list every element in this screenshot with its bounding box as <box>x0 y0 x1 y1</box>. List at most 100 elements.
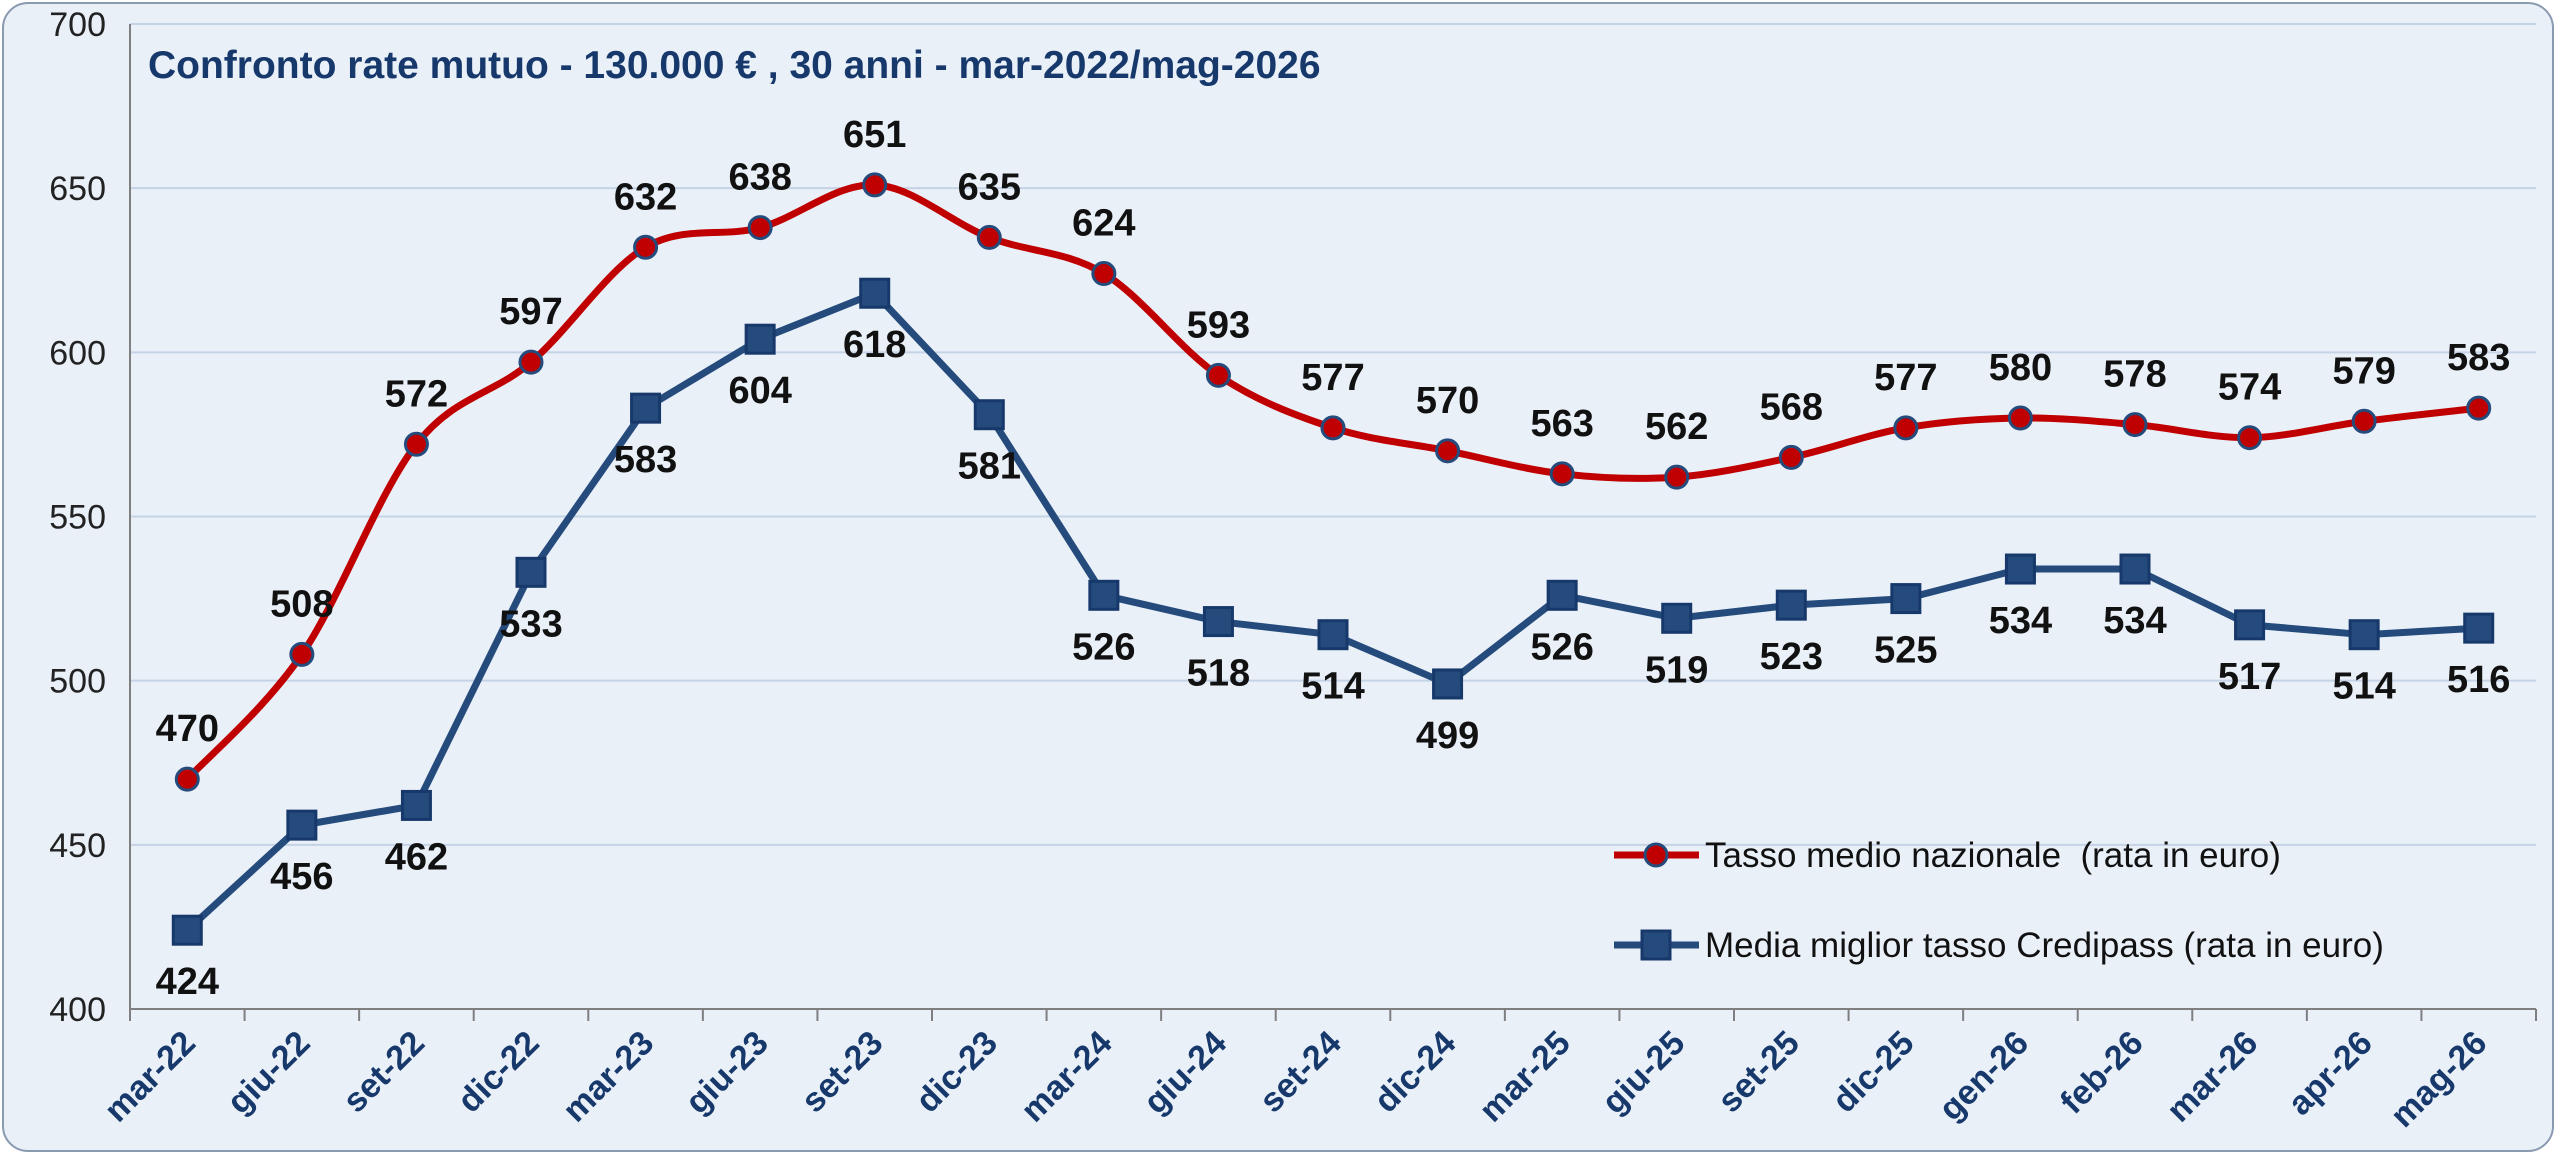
x-tick-label: set-22 <box>336 1024 432 1120</box>
x-tick-label: mar-26 <box>2160 1024 2266 1130</box>
data-point <box>976 224 1002 250</box>
data-point <box>1205 362 1231 388</box>
data-point <box>2007 405 2033 431</box>
y-tick-label: 450 <box>49 827 106 865</box>
data-label: 597 <box>499 291 562 333</box>
data-label: 562 <box>1645 406 1708 448</box>
x-tick-label: dic-25 <box>1825 1024 1921 1120</box>
data-label: 508 <box>270 583 333 625</box>
data-label: 518 <box>1187 653 1250 695</box>
data-label: 525 <box>1874 630 1937 672</box>
x-axis-ticks: mar-22 giu-22 set-22 dic-22 mar-23 giu-23 set-… <box>97 1024 2494 1135</box>
chart-title: Confronto rate mutuo - 130.000 € , 30 an… <box>148 44 1321 87</box>
x-tick-label: mar-25 <box>1472 1024 1578 1130</box>
data-point <box>1317 619 1349 651</box>
data-point <box>403 431 429 457</box>
data-label: 563 <box>1530 403 1593 445</box>
data-point <box>2237 425 2263 451</box>
data-point <box>1546 579 1578 611</box>
data-label: 526 <box>1072 626 1135 668</box>
data-label: 583 <box>614 439 677 481</box>
legend-marker <box>1640 929 1672 961</box>
legend: Tasso medio nazionale (rata in euro) Medi… <box>1614 836 2384 965</box>
data-label: 470 <box>156 708 219 750</box>
legend-label: Tasso medio nazionale (rata in euro) <box>1705 836 2281 875</box>
x-tick-label: mar-22 <box>97 1024 203 1130</box>
data-label: 577 <box>1874 357 1937 399</box>
data-point <box>747 215 773 241</box>
x-tick-label: giu-25 <box>1595 1024 1693 1122</box>
data-point <box>630 392 662 424</box>
x-tick-label: mar-23 <box>556 1024 662 1130</box>
data-point <box>1320 415 1346 441</box>
line-chart: 400 450 500 550 600 650 700 mar-22 giu-22 set-22… <box>49 6 2537 1135</box>
y-tick-label: 700 <box>49 6 106 44</box>
data-point <box>1088 579 1120 611</box>
data-point <box>973 399 1005 431</box>
data-label: 456 <box>270 856 333 898</box>
x-tick-label: mar-24 <box>1014 1024 1120 1130</box>
data-point <box>2122 412 2148 438</box>
data-label: 462 <box>385 836 448 878</box>
data-point <box>518 349 544 375</box>
data-point <box>171 914 203 946</box>
data-label: 526 <box>1530 626 1593 668</box>
data-point <box>862 172 888 198</box>
data-point <box>2234 609 2266 641</box>
data-label: 618 <box>843 324 906 366</box>
data-point <box>1435 438 1461 464</box>
series-2 <box>171 277 2495 946</box>
data-point <box>1890 583 1922 615</box>
data-point <box>633 234 659 260</box>
x-tick-label: dic-23 <box>909 1024 1005 1120</box>
data-label: 424 <box>156 961 219 1003</box>
x-tick-label: gen-26 <box>1932 1024 2036 1128</box>
data-label: 499 <box>1416 715 1479 757</box>
axes <box>129 24 2537 1021</box>
data-label: 624 <box>1072 203 1135 245</box>
series-1 <box>174 172 2492 792</box>
data-point <box>1778 444 1804 470</box>
data-point <box>1091 261 1117 287</box>
data-point <box>515 556 547 588</box>
data-label: 574 <box>2218 367 2281 409</box>
data-label: 534 <box>1989 600 2052 642</box>
legend-label: Media miglior tasso Credipass (rata in e… <box>1705 926 2384 965</box>
x-tick-label: giu-22 <box>220 1024 318 1122</box>
y-tick-label: 500 <box>49 663 106 701</box>
data-point <box>286 809 318 841</box>
data-label: 580 <box>1989 347 2052 389</box>
x-tick-label: set-23 <box>794 1024 890 1120</box>
data-label: 651 <box>843 114 906 156</box>
data-point <box>1893 415 1919 441</box>
data-point <box>174 766 200 792</box>
data-point <box>2348 619 2380 651</box>
data-point <box>1661 602 1693 634</box>
data-label: 583 <box>2447 337 2510 379</box>
data-label: 514 <box>2332 666 2395 708</box>
data-label: 632 <box>614 176 677 218</box>
series-group <box>171 172 2495 946</box>
data-label: 581 <box>958 446 1021 488</box>
data-point <box>2466 395 2492 421</box>
data-label: 635 <box>958 166 1021 208</box>
data-label: 523 <box>1760 636 1823 678</box>
data-label: 568 <box>1760 386 1823 428</box>
legend-item-2: Media miglior tasso Credipass (rata in e… <box>1614 926 2384 965</box>
data-label: 638 <box>728 157 791 199</box>
data-label: 604 <box>728 370 791 412</box>
y-axis-ticks: 400 450 500 550 600 650 700 <box>49 6 106 1029</box>
y-tick-label: 600 <box>49 334 106 372</box>
data-point <box>1432 668 1464 700</box>
data-label: 514 <box>1301 666 1364 708</box>
y-tick-label: 400 <box>49 991 106 1029</box>
x-tick-label: feb-26 <box>2053 1024 2151 1122</box>
data-point <box>2463 612 2495 644</box>
data-label: 579 <box>2332 350 2395 392</box>
data-point <box>2004 553 2036 585</box>
data-point <box>744 323 776 355</box>
x-tick-label: dic-24 <box>1367 1024 1463 1120</box>
x-tick-label: set-24 <box>1252 1024 1348 1120</box>
data-label: 533 <box>499 603 562 645</box>
legend-marker <box>1643 842 1669 868</box>
